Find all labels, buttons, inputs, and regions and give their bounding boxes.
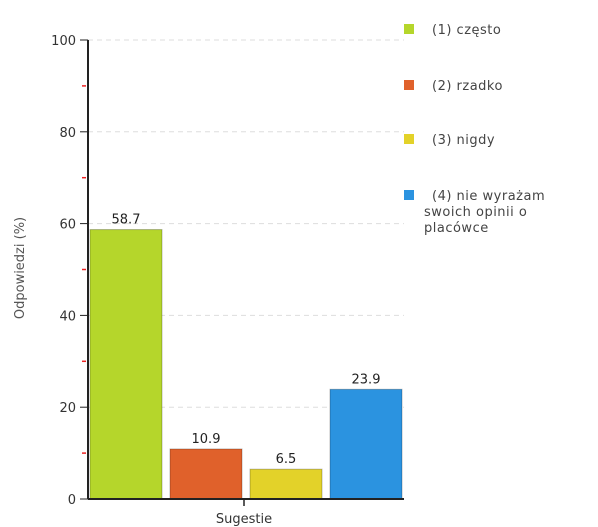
legend-swatch-3 [404, 134, 414, 144]
y-tick-label: 60 [59, 218, 76, 233]
data-labels: 58.7 10.9 6.5 23.9 [112, 213, 381, 468]
bar-value-label: 23.9 [352, 372, 381, 387]
bar-1 [89, 229, 163, 500]
bar-3 [249, 468, 323, 500]
bar-value-label: 10.9 [192, 432, 221, 447]
legend: (1) często (2) rzadko (3) nigdy (4) nie wyr… [404, 23, 545, 236]
legend-label-4: swoich opinii o [424, 205, 527, 220]
x-category-label: Sugestie [216, 512, 272, 527]
legend-swatch-1 [404, 24, 414, 34]
y-tick-label: 40 [59, 309, 76, 324]
legend-label-3: (3) nigdy [432, 133, 495, 148]
bar-value-label: 58.7 [112, 213, 141, 228]
y-tick-label: 20 [59, 401, 76, 416]
legend-label-1: (1) często [432, 23, 501, 38]
bars [89, 229, 403, 500]
y-tick-label: 0 [68, 493, 76, 508]
legend-label-4: placówce [424, 221, 489, 236]
y-tick-label: 80 [59, 126, 76, 141]
y-tick-labels: 0 20 40 60 80 100 [51, 34, 76, 508]
bar-value-label: 6.5 [276, 452, 297, 467]
y-tick-label: 100 [51, 34, 76, 49]
legend-label-4: (4) nie wyrażam [432, 189, 545, 204]
axes [80, 39, 404, 506]
bar-2 [169, 448, 243, 500]
bar-4 [329, 388, 403, 500]
legend-swatch-4 [404, 190, 414, 200]
legend-swatch-2 [404, 80, 414, 90]
legend-label-2: (2) rzadko [432, 79, 503, 94]
y-axis-title: Odpowiedzi (%) [13, 217, 28, 319]
